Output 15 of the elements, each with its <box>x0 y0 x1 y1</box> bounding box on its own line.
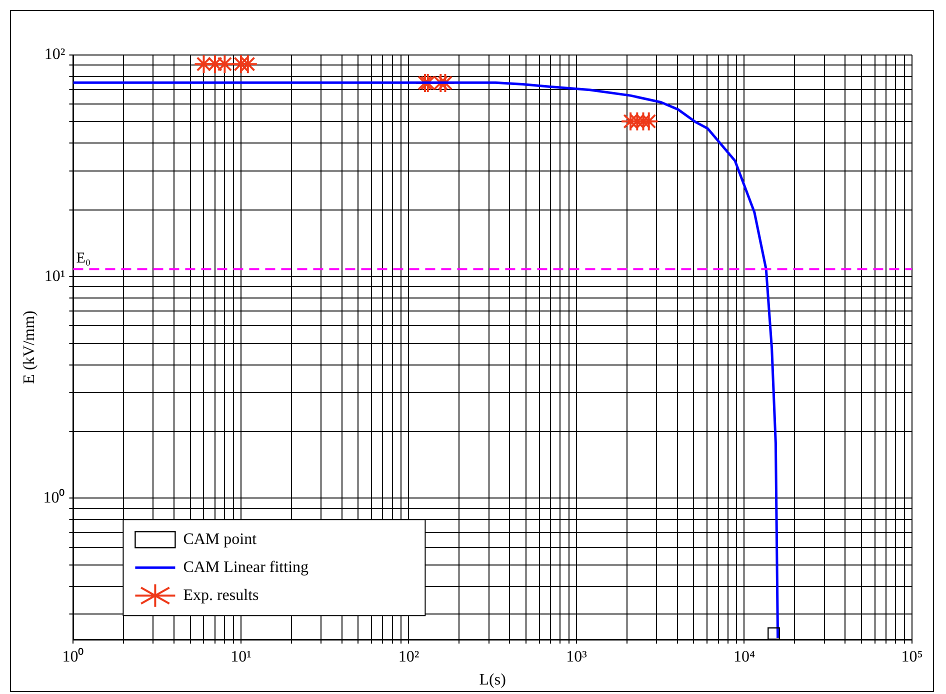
y-tick-label: 10⁰ <box>43 488 66 506</box>
x-axis-title: L(s) <box>479 672 506 689</box>
y-axis-title: E (kV/mm) <box>20 310 38 384</box>
x-tick-label: 10⁴ <box>733 648 756 666</box>
x-tick-label: 10⁵ <box>901 648 923 666</box>
x-tick-label: 10¹ <box>230 648 252 666</box>
x-tick-label: 10² <box>398 648 420 666</box>
legend-label: CAM point <box>183 530 258 548</box>
legend-label: Exp. results <box>183 586 259 604</box>
legend-label: CAM Linear fitting <box>183 558 309 576</box>
ref-line-label: E₀ <box>76 250 91 267</box>
y-tick-label: 10¹ <box>44 268 66 285</box>
x-tick-label: 10⁰ <box>62 647 84 666</box>
x-tick-label: 10³ <box>566 648 588 666</box>
y-tick-label: 10² <box>44 46 66 64</box>
